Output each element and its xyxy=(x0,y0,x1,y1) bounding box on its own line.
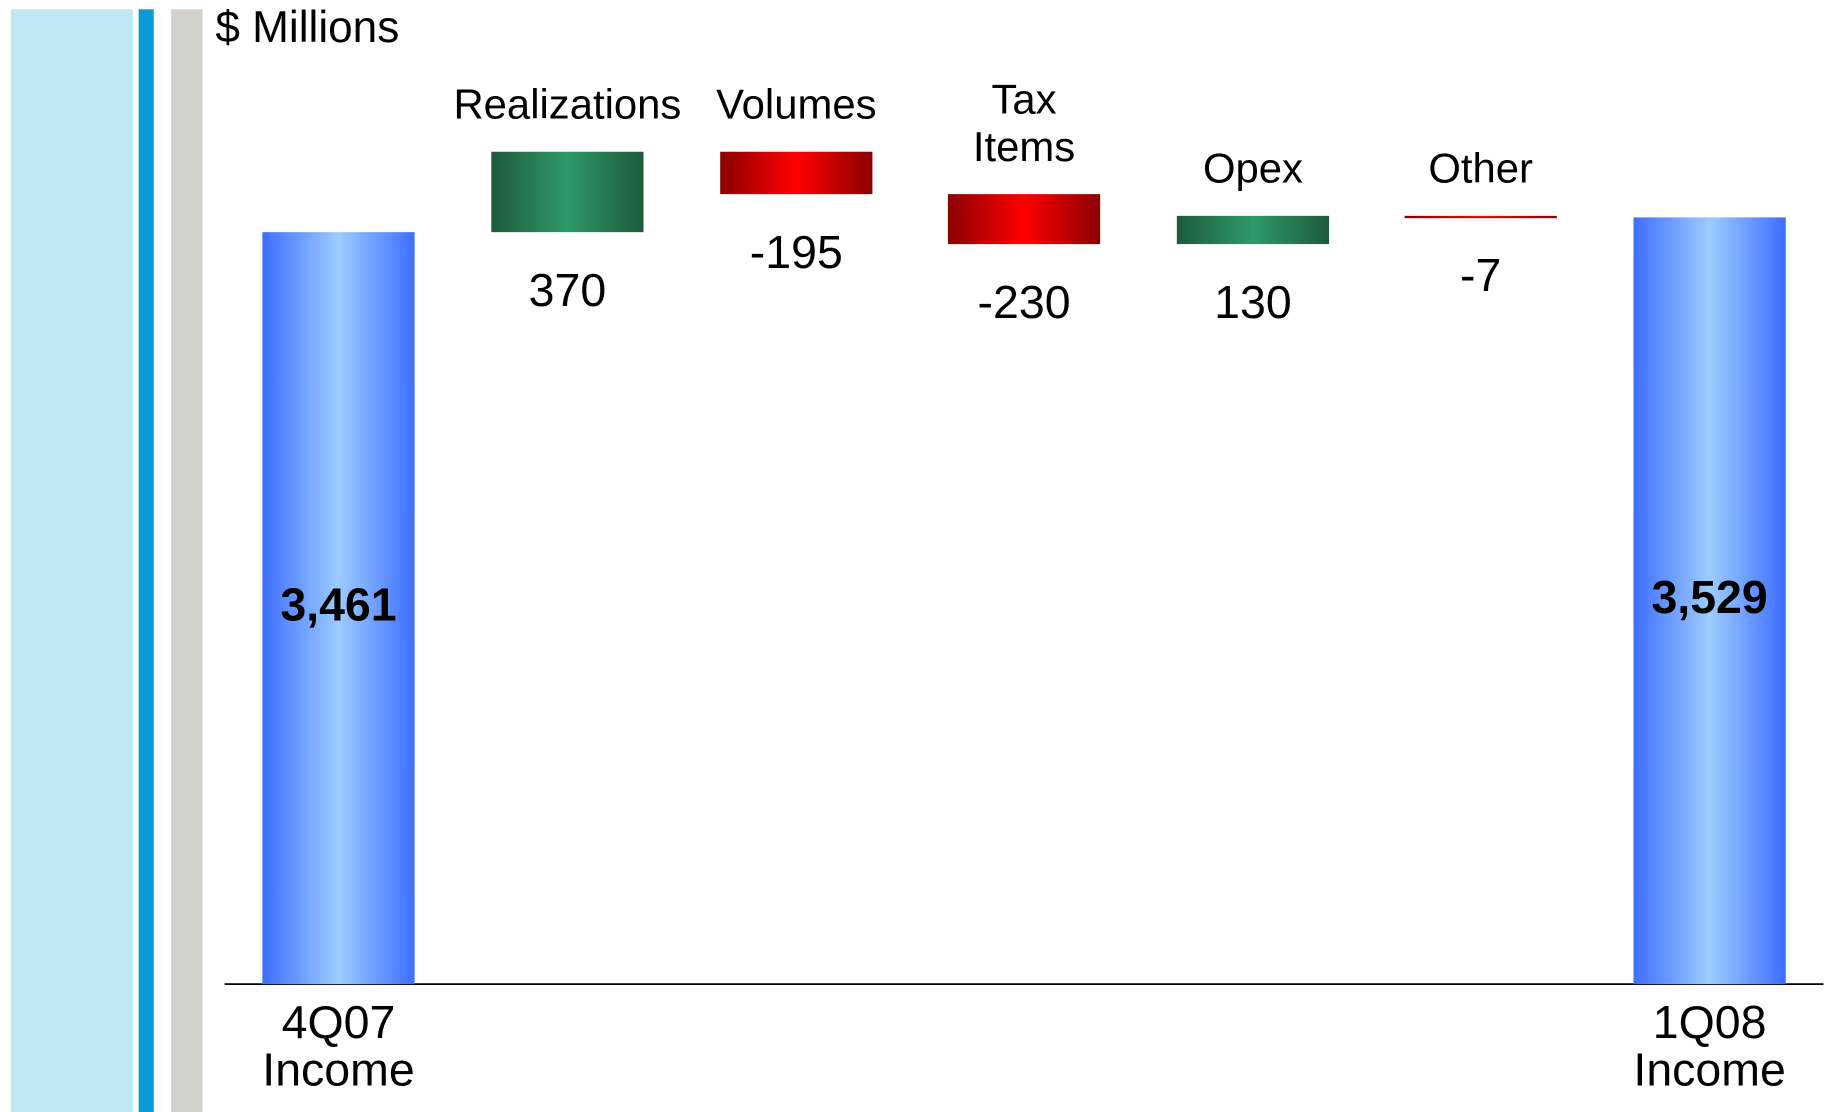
bar xyxy=(947,194,1101,245)
category-label: 4Q07 Income xyxy=(262,996,414,1096)
value-label: -230 xyxy=(978,276,1071,328)
value-label: -7 xyxy=(1460,249,1501,301)
category-label: Opex xyxy=(1203,145,1303,192)
bar xyxy=(720,151,873,195)
value-label: 130 xyxy=(1214,276,1292,328)
category-label: 1Q08 Income xyxy=(1633,996,1785,1096)
value-label: 3,461 xyxy=(280,578,396,630)
side-band xyxy=(10,9,133,1112)
axis-unit-label: $ Millions xyxy=(215,3,399,52)
category-label: Tax Items xyxy=(973,75,1075,170)
side-stripe-gray xyxy=(171,9,203,1112)
category-label: Volumes xyxy=(716,81,876,128)
bar xyxy=(491,151,644,233)
bar xyxy=(262,232,415,985)
category-label: Other xyxy=(1428,145,1533,192)
value-label: 370 xyxy=(529,264,607,316)
bar xyxy=(1404,215,1557,219)
side-stripe xyxy=(138,9,154,1112)
bar xyxy=(1633,217,1786,985)
value-label: -195 xyxy=(750,226,843,278)
category-label: Realizations xyxy=(453,81,681,128)
value-label: 3,529 xyxy=(1651,571,1767,623)
bar xyxy=(1176,215,1330,245)
